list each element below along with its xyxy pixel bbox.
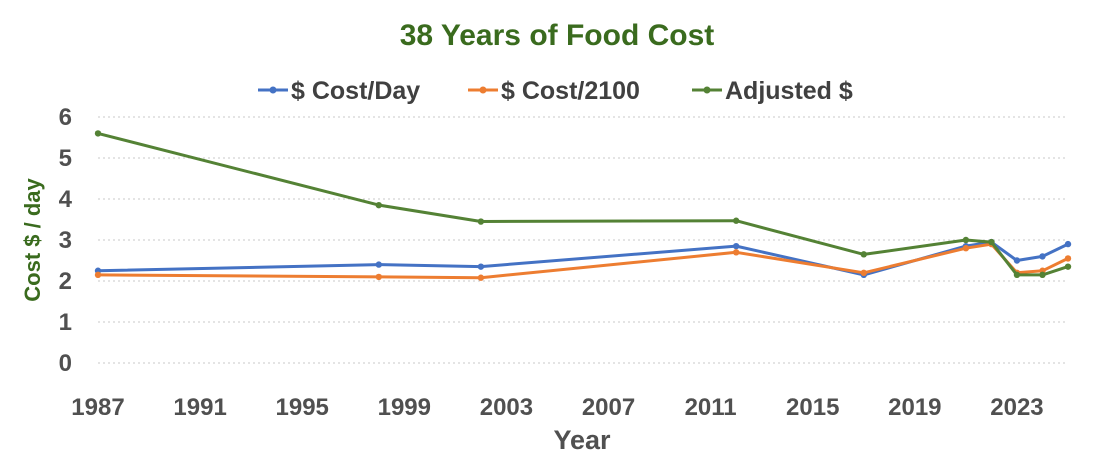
chart-legend: $ Cost/Day $ Cost/2100 Adjusted $ — [258, 77, 853, 105]
x-tick-label: 2015 — [786, 394, 839, 421]
data-point — [962, 245, 970, 252]
gridlines — [98, 116, 1068, 364]
data-point — [375, 273, 382, 281]
data-point — [375, 201, 382, 209]
data-point — [375, 261, 382, 268]
y-axis-ticks: 0 1 2 3 4 5 6 — [59, 104, 73, 377]
data-point — [732, 249, 740, 256]
y-axis-title: Cost $ / day — [20, 177, 45, 301]
y-tick-label: 1 — [59, 309, 72, 336]
x-tick-label: 2007 — [582, 394, 635, 421]
x-tick-label: 2011 — [685, 394, 737, 421]
data-point — [962, 236, 970, 244]
data-point — [477, 274, 485, 281]
series-line — [97, 131, 1069, 277]
data-point — [988, 238, 995, 246]
series-group — [94, 130, 1072, 281]
legend-item: $ Cost/Day — [258, 77, 420, 105]
y-tick-label: 2 — [59, 268, 72, 295]
data-point — [94, 271, 102, 279]
data-point — [1064, 263, 1072, 270]
data-point — [477, 218, 485, 225]
data-point — [732, 217, 740, 224]
legend-marker — [269, 86, 277, 94]
data-point — [860, 251, 867, 258]
legend-label: $ Cost/2100 — [501, 77, 640, 105]
x-tick-label: 1991 — [173, 394, 226, 421]
x-tick-label: 1995 — [276, 394, 329, 421]
legend-marker — [703, 86, 711, 94]
legend-item: $ Cost/2100 — [468, 77, 640, 105]
legend-marker — [479, 86, 487, 94]
data-point — [94, 130, 102, 137]
x-tick-label: 2003 — [480, 394, 533, 421]
data-point — [477, 263, 485, 270]
x-tick-label: 2023 — [990, 394, 1043, 421]
legend-label: Adjusted $ — [725, 77, 853, 105]
x-tick-label: 1999 — [378, 394, 431, 421]
data-point — [1013, 257, 1021, 264]
y-tick-label: 0 — [59, 350, 72, 377]
x-tick-label: 1987 — [71, 394, 124, 421]
data-point — [1013, 271, 1021, 279]
x-axis-ticks: 1987 1991 1995 1999 2003 2007 2011 2015 2019 2023 — [71, 394, 1043, 421]
y-tick-label: 5 — [59, 145, 72, 172]
x-axis-title: Year — [553, 425, 611, 455]
x-tick-label: 2019 — [888, 394, 941, 421]
series-line — [97, 242, 1069, 280]
y-tick-label: 4 — [59, 186, 73, 213]
y-tick-label: 3 — [59, 227, 72, 254]
data-point — [1039, 271, 1046, 279]
data-point — [1064, 255, 1072, 262]
series-3 — [94, 130, 1072, 279]
data-point — [1039, 253, 1046, 260]
legend-item: Adjusted $ — [692, 77, 853, 105]
y-tick-label: 6 — [59, 104, 72, 131]
legend-label: $ Cost/Day — [291, 77, 420, 105]
data-point — [1064, 240, 1072, 248]
data-point — [860, 269, 867, 276]
data-point — [732, 242, 740, 250]
chart-title: 38 Years of Food Cost — [400, 19, 715, 52]
